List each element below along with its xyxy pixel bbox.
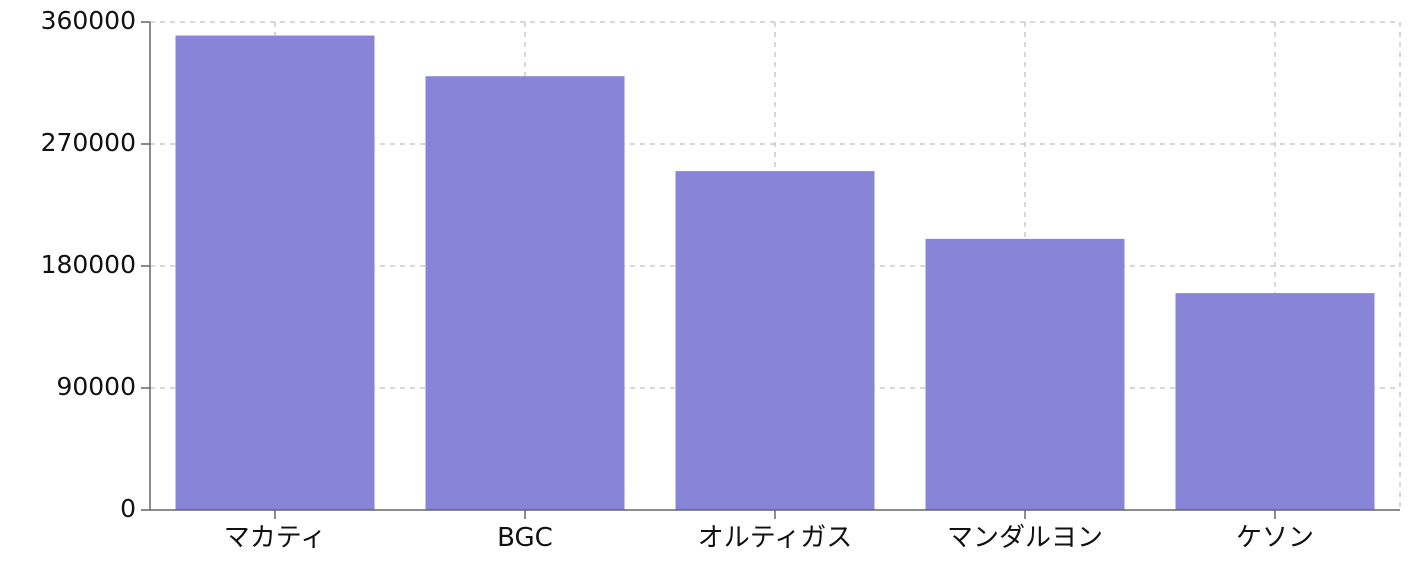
axes-layer <box>141 21 1400 519</box>
bar <box>675 171 875 510</box>
x-tick-label: BGC <box>497 523 553 553</box>
y-tick-label: 90000 <box>56 372 136 401</box>
x-tick-label: ケソン <box>1236 523 1314 553</box>
bars-layer <box>175 35 1375 511</box>
y-tick-label: 0 <box>120 494 136 523</box>
bar <box>1175 293 1375 510</box>
y-tick-label: 270000 <box>41 128 136 157</box>
bar <box>175 35 375 511</box>
y-tick-label: 360000 <box>41 6 136 35</box>
bar <box>425 76 625 510</box>
bar <box>925 238 1125 510</box>
x-tick-label: オルティガス <box>698 523 852 553</box>
labels-layer: 0 90000 180000 270000 360000 マカティ BGC オルティガス マンダ… <box>41 6 1314 553</box>
x-tick-label: マンダルヨン <box>947 523 1103 553</box>
x-tick-label: マカティ <box>224 523 326 553</box>
y-tick-label: 180000 <box>41 250 136 279</box>
